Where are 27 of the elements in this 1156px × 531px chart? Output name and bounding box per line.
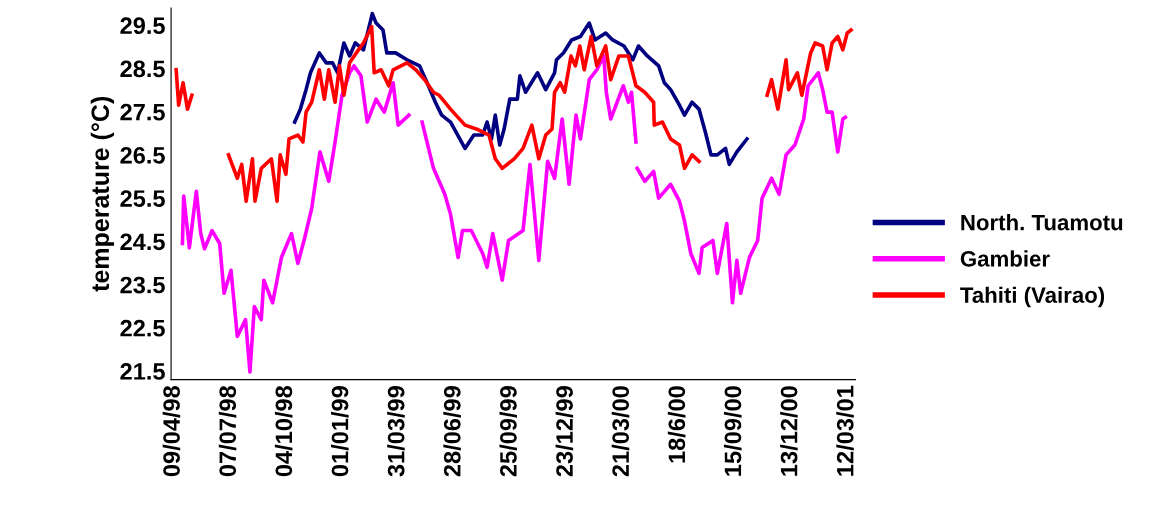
- y-tick-label: 26.5: [120, 146, 165, 164]
- y-tick-label: 25.5: [120, 190, 165, 207]
- x-tick-label: 25/09/99: [499, 386, 517, 477]
- x-tick-label: 04/10/98: [274, 385, 293, 477]
- legend-label: North. Tuamotu: [961, 214, 1123, 231]
- y-tick-label: 23.5: [120, 276, 165, 294]
- line-series: [292, 11, 749, 167]
- y-axis-title: temperature (°C): [90, 96, 115, 292]
- x-tick-label: 07/07/98: [218, 385, 237, 477]
- y-tick-label: 27.5: [120, 103, 165, 121]
- x-tick-label: 31/03/99: [387, 386, 405, 477]
- x-tick-label: 13/12/00: [780, 386, 798, 476]
- x-tick-label: 23/12/99: [555, 386, 574, 477]
- y-tick-label: 22.5: [120, 319, 165, 337]
- legend-label: Gambier: [960, 250, 1050, 267]
- y-tick-label: 24.5: [120, 233, 165, 251]
- x-tick-label: 15/09/00: [723, 386, 742, 476]
- y-tick-label: 29.5: [120, 17, 165, 35]
- x-tick-label: 01/01/99: [331, 386, 349, 477]
- y-tick-label: 21.5: [120, 363, 165, 380]
- x-tick-label: 18/6/00: [667, 386, 686, 463]
- legend-label: Tahiti (Vairao): [960, 286, 1105, 308]
- x-tick-label: 28/06/99: [443, 386, 461, 477]
- x-tick-label: 12/03/01: [836, 385, 854, 476]
- x-tick-label: 21/03/00: [611, 386, 630, 477]
- x-tick-label: 09/04/98: [162, 385, 181, 477]
- y-tick-label: 28.5: [120, 60, 165, 78]
